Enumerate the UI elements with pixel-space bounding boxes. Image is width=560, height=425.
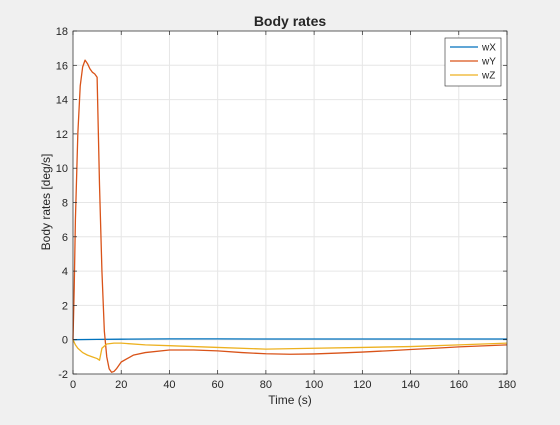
- x-tick-label: 40: [163, 379, 175, 391]
- legend[interactable]: wX wY wZ: [444, 37, 502, 87]
- x-tick-label: 140: [401, 379, 419, 391]
- legend-label-wx: wX: [481, 43, 496, 54]
- y-tick-label: 2: [62, 300, 68, 312]
- x-axis-label: Time (s): [268, 393, 312, 407]
- x-tick-label: 120: [353, 379, 371, 391]
- x-tick-label: 60: [212, 379, 224, 391]
- y-tick-label: 16: [56, 60, 68, 72]
- tick-labels: 0 20 40 60 80 100 120 140 160 180-202468101214161…: [56, 26, 516, 391]
- chart-title: Body rates: [254, 13, 327, 29]
- x-tick-label: 0: [70, 379, 76, 391]
- series-line-wy: [72, 59, 508, 373]
- series-lines: [72, 59, 508, 373]
- y-tick-label: 0: [62, 335, 68, 347]
- x-tick-label: 160: [450, 379, 468, 391]
- y-tick-label: 12: [56, 129, 68, 141]
- y-axis-label: Body rates [deg/s]: [39, 154, 53, 251]
- series-line-wx: [72, 338, 507, 341]
- legend-label-wy: wY: [481, 57, 496, 68]
- x-tick-label: 180: [498, 379, 516, 391]
- y-tick-label: 8: [62, 198, 68, 210]
- y-tick-label: 4: [62, 266, 68, 278]
- legend-box: [444, 37, 502, 87]
- x-tick-label: 80: [260, 379, 272, 391]
- y-tick-label: 18: [56, 26, 68, 38]
- x-tick-label: 100: [305, 379, 323, 391]
- axis-ticks: [72, 30, 508, 375]
- y-tick-label: -2: [58, 369, 68, 381]
- series-line-wz: [72, 339, 508, 361]
- y-tick-label: 14: [56, 95, 68, 107]
- legend-label-wz: wZ: [481, 71, 495, 82]
- y-tick-label: 6: [62, 232, 68, 244]
- y-tick-label: 10: [56, 163, 68, 175]
- x-tick-label: 20: [115, 379, 127, 391]
